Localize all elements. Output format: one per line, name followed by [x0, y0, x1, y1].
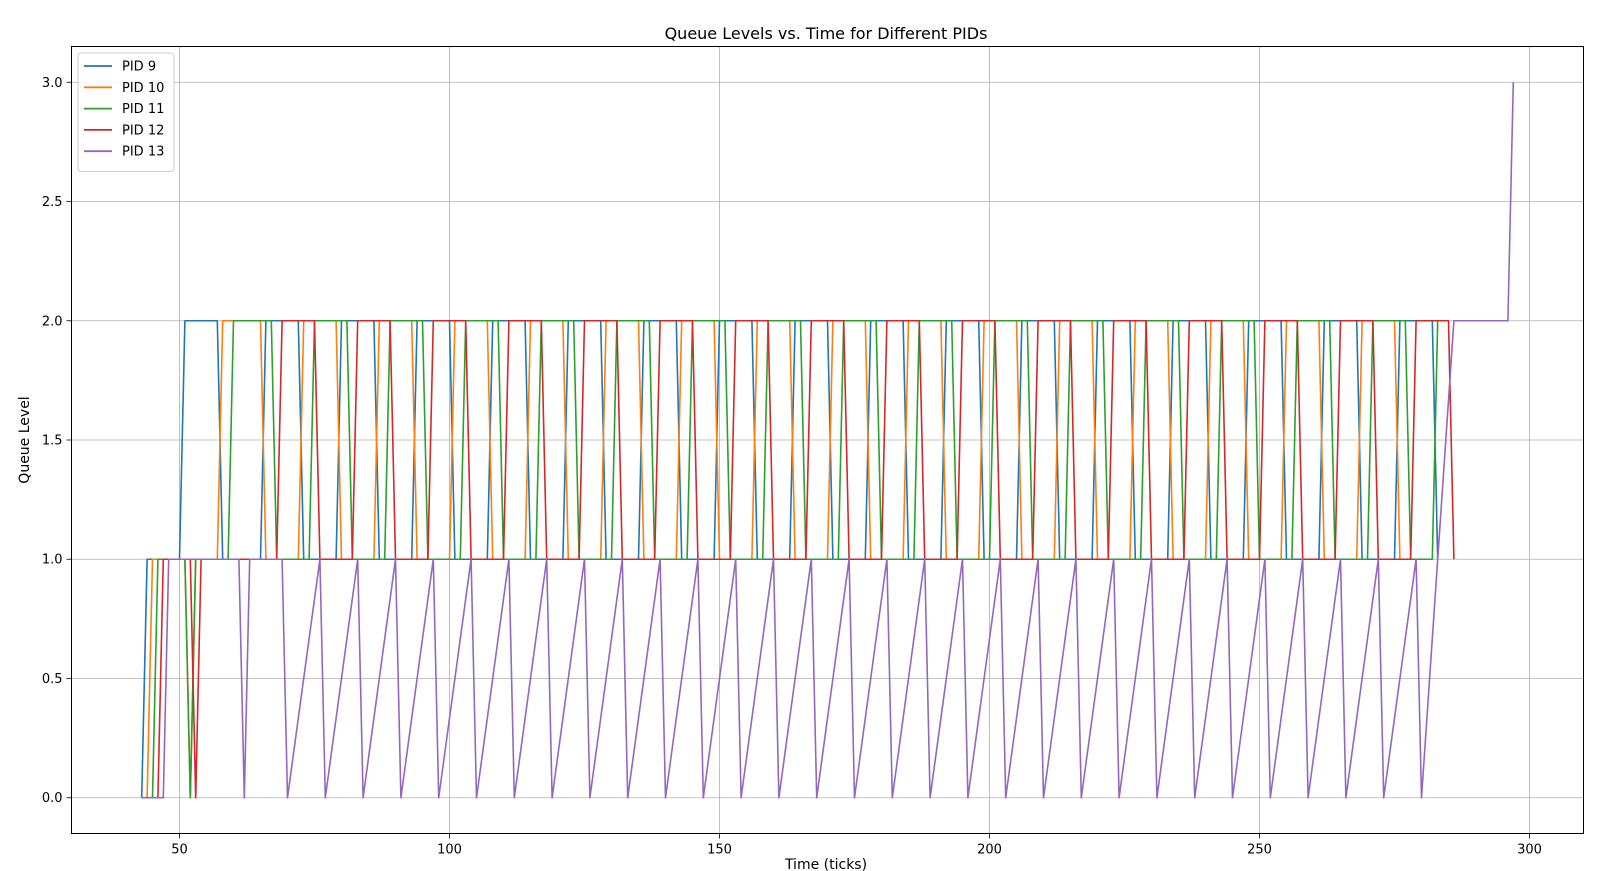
x-tick-label: 50 — [171, 843, 188, 858]
x-tick-label: 250 — [1247, 843, 1272, 858]
x-tick-label: 200 — [977, 843, 1002, 858]
legend-label: PID 10 — [122, 81, 164, 96]
legend: PID 9 PID 10 PID 11 PID 12 PID 13 — [77, 52, 175, 172]
y-tick-label: 2.5 — [42, 195, 63, 210]
x-tick-label: 300 — [1517, 843, 1542, 858]
series-line-pid-12 — [157, 319, 1455, 799]
y-tick-label: 0.0 — [42, 791, 63, 806]
x-tick-label: 150 — [707, 843, 732, 858]
legend-box — [77, 52, 175, 172]
y-tick-label: 1.5 — [42, 434, 63, 449]
x-axis-ticks: 50 100 150 200 250 300 — [171, 833, 1542, 858]
legend-label: PID 9 — [122, 60, 156, 75]
y-tick-label: 2.0 — [42, 314, 63, 329]
legend-label: PID 13 — [122, 145, 164, 160]
x-axis-label: Time (ticks) — [784, 857, 867, 871]
series-lines — [140, 82, 1515, 799]
legend-label: PID 11 — [122, 102, 164, 117]
y-axis-ticks: 0.0 0.5 1.0 1.5 2.0 2.5 3.0 — [42, 76, 72, 806]
chart-title: Queue Levels vs. Time for Different PIDs — [665, 24, 988, 43]
y-tick-label: 0.5 — [42, 672, 63, 687]
legend-label: PID 12 — [122, 123, 164, 138]
x-tick-label: 100 — [437, 843, 462, 858]
y-tick-label: 1.0 — [42, 553, 63, 568]
y-tick-label: 3.0 — [42, 76, 63, 91]
series-line-pid-11 — [151, 319, 1439, 799]
series-line-pid-13 — [141, 82, 1515, 799]
y-axis-label: Queue Level — [17, 396, 33, 483]
